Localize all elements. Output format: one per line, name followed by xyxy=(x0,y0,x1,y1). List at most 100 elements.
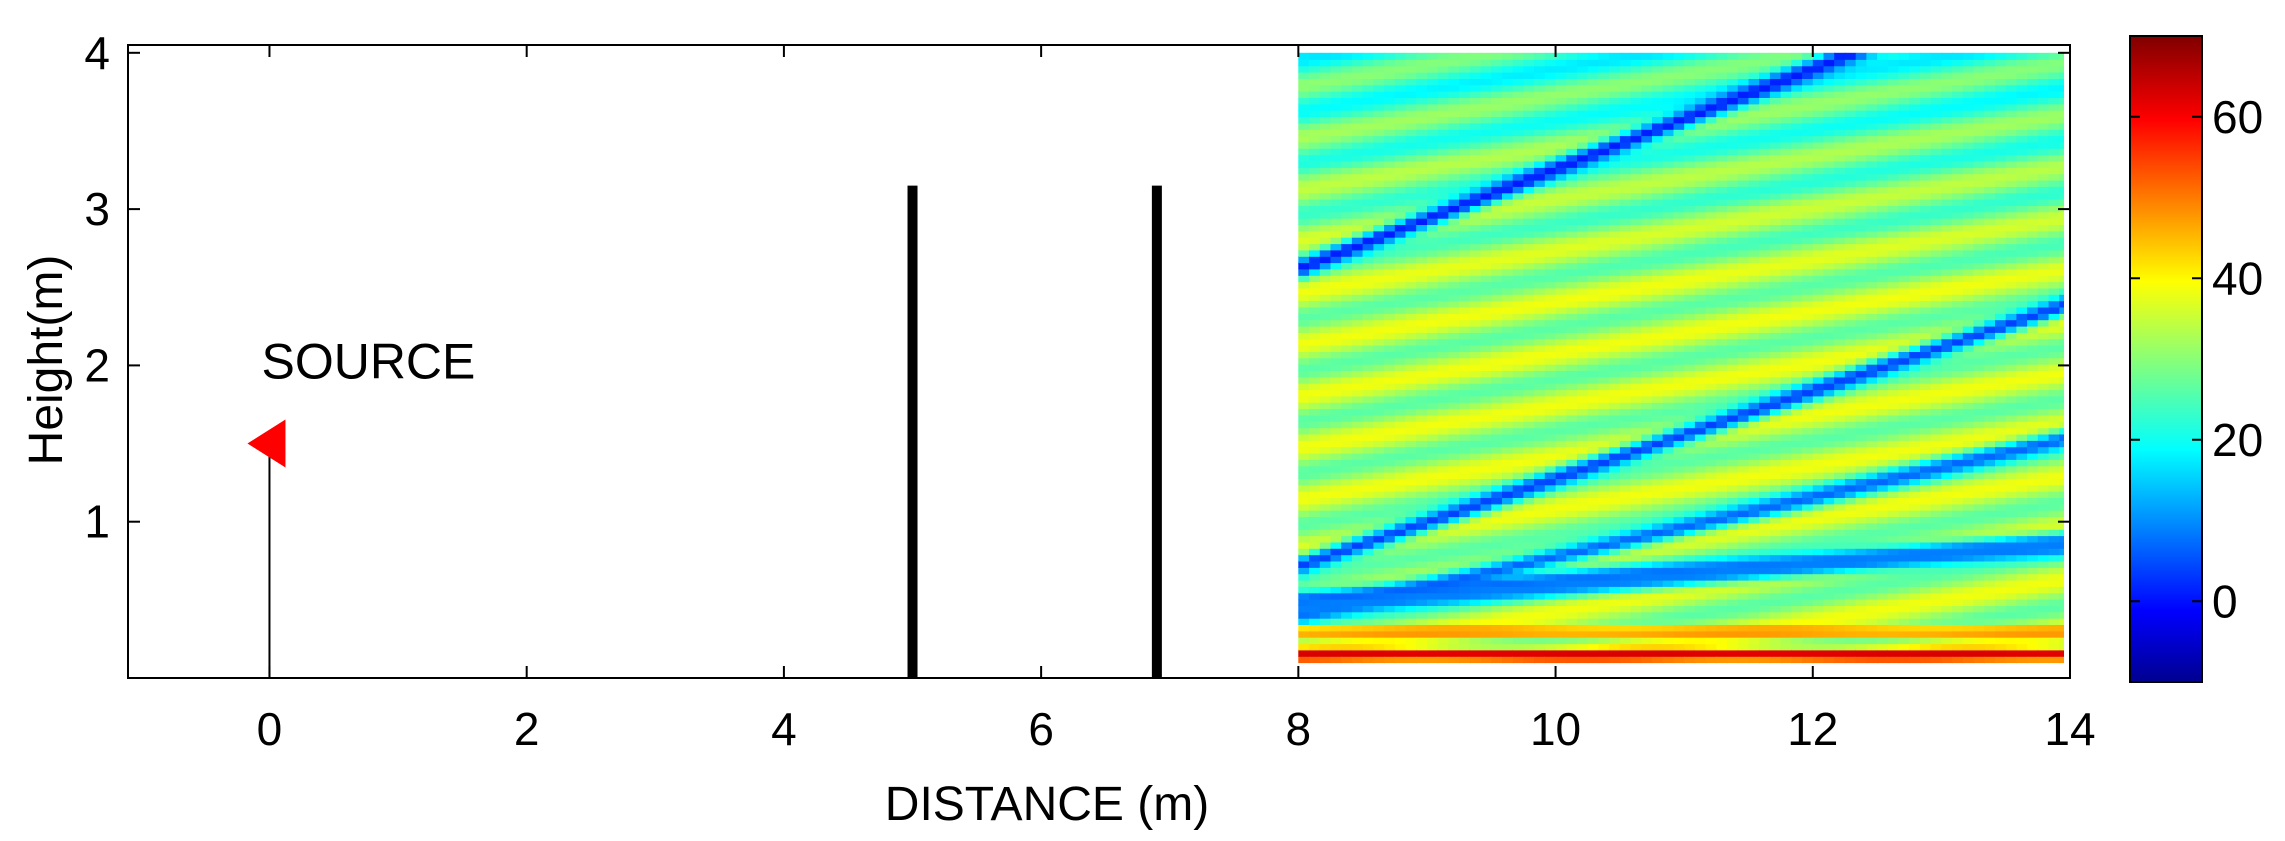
heatmap-cell xyxy=(1298,122,1310,130)
heatmap-cell xyxy=(1405,287,1417,295)
heatmap-cell xyxy=(1641,230,1653,238)
heatmap-cell xyxy=(1737,541,1750,549)
heatmap-cell xyxy=(1384,567,1396,575)
heatmap-cell xyxy=(1577,649,1589,657)
heatmap-cell xyxy=(1759,567,1771,575)
heatmap-cell xyxy=(1330,122,1342,130)
heatmap-cell xyxy=(1716,402,1728,410)
heatmap-cell xyxy=(1362,459,1375,467)
heatmap-cell xyxy=(1748,548,1760,556)
heatmap-cell xyxy=(1534,211,1546,219)
heatmap-cell xyxy=(1448,611,1460,619)
heatmap-cell xyxy=(1373,414,1385,422)
heatmap-cell xyxy=(1437,490,1450,498)
heatmap-cell xyxy=(1502,446,1514,454)
heatmap-cell xyxy=(1598,275,1610,283)
heatmap-cell xyxy=(1812,262,1825,270)
heatmap-cell xyxy=(1598,179,1610,187)
heatmap-cell xyxy=(1662,529,1675,537)
heatmap-cell xyxy=(1534,249,1546,257)
heatmap-cell xyxy=(1630,617,1643,625)
heatmap-cell xyxy=(1319,205,1332,213)
heatmap-cell xyxy=(1619,586,1632,594)
heatmap-cell xyxy=(1748,427,1760,435)
heatmap-cell xyxy=(1673,497,1685,505)
heatmap-cell xyxy=(1802,383,1814,391)
heatmap-cell xyxy=(1469,516,1482,524)
heatmap-cell xyxy=(1609,275,1621,283)
heatmap-cell xyxy=(1844,173,1857,181)
heatmap-cell xyxy=(1373,148,1385,156)
heatmap-cell xyxy=(1416,65,1428,73)
heatmap-cell xyxy=(1662,421,1675,429)
heatmap-cell xyxy=(1502,344,1514,352)
heatmap-cell xyxy=(1512,465,1525,473)
heatmap-cell xyxy=(1427,529,1439,537)
heatmap-cell xyxy=(1523,84,1535,92)
heatmap-cell xyxy=(1362,332,1375,340)
heatmap-cell xyxy=(1298,173,1310,181)
heatmap-cell xyxy=(1394,141,1407,149)
heatmap-cell xyxy=(1394,598,1407,606)
heatmap-cell xyxy=(1394,154,1407,162)
heatmap-cell xyxy=(1727,427,1739,435)
heatmap-cell xyxy=(1684,319,1696,327)
heatmap-cell xyxy=(1844,363,1857,371)
heatmap-cell xyxy=(1759,490,1771,498)
heatmap-cell xyxy=(1727,332,1739,340)
heatmap-cell xyxy=(1662,78,1675,86)
heatmap-cell xyxy=(1673,643,1685,651)
heatmap-cell xyxy=(1759,249,1771,257)
heatmap-cell xyxy=(1844,351,1857,359)
heatmap-cell xyxy=(1427,262,1439,270)
heatmap-cell xyxy=(1630,376,1643,384)
heatmap-cell xyxy=(1684,275,1696,283)
heatmap-cell xyxy=(1823,129,1835,137)
heatmap-cell xyxy=(1630,503,1643,511)
heatmap-cell xyxy=(1694,154,1707,162)
heatmap-cell xyxy=(1523,529,1535,537)
heatmap-cell xyxy=(1652,421,1664,429)
heatmap-cell xyxy=(1480,452,1492,460)
heatmap-cell xyxy=(1459,275,1471,283)
heatmap-cell xyxy=(1459,414,1471,422)
heatmap-cell xyxy=(1480,389,1492,397)
heatmap-cell xyxy=(1812,325,1825,333)
heatmap-cell xyxy=(1791,548,1803,556)
heatmap-cell xyxy=(1362,52,1375,60)
heatmap-cell xyxy=(1351,592,1364,600)
heatmap-cell xyxy=(1448,541,1460,549)
heatmap-cell xyxy=(1512,141,1525,149)
heatmap-cell xyxy=(1566,351,1578,359)
heatmap-cell xyxy=(1694,351,1707,359)
heatmap-cell xyxy=(1373,160,1385,168)
heatmap-cell xyxy=(1534,357,1546,365)
heatmap-cell xyxy=(1373,256,1385,264)
heatmap-cell xyxy=(1587,325,1600,333)
heatmap-cell xyxy=(1459,287,1471,295)
heatmap-cell xyxy=(1330,452,1342,460)
heatmap-cell xyxy=(1566,554,1578,562)
heatmap-cell xyxy=(1791,408,1803,416)
heatmap-cell xyxy=(1652,268,1664,276)
heatmap-cell xyxy=(1512,395,1525,403)
heatmap-cell xyxy=(1534,332,1546,340)
heatmap-cell xyxy=(1351,268,1364,276)
heatmap-cell xyxy=(1448,198,1460,206)
heatmap-cell xyxy=(1427,198,1439,206)
heatmap-cell xyxy=(1630,471,1643,479)
heatmap-cell xyxy=(1812,433,1825,441)
heatmap-cell xyxy=(1791,192,1803,200)
heatmap-cell xyxy=(1609,541,1621,549)
heatmap-cell xyxy=(1662,643,1675,651)
heatmap-cell xyxy=(1641,148,1653,156)
heatmap-cell xyxy=(1791,395,1803,403)
heatmap-cell xyxy=(1791,90,1803,98)
heatmap-cell xyxy=(1555,338,1568,346)
heatmap-cell xyxy=(1555,90,1568,98)
heatmap-cell xyxy=(1523,154,1535,162)
heatmap-cell xyxy=(1469,573,1482,581)
heatmap-cell xyxy=(1727,452,1739,460)
heatmap-cell xyxy=(1394,370,1407,378)
heatmap-cell xyxy=(1523,211,1535,219)
